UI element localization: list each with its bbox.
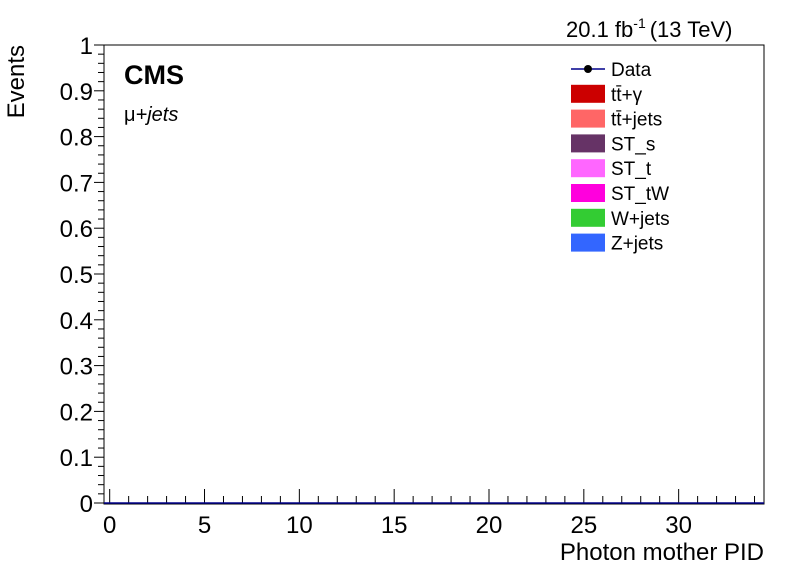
legend-label: ST_t	[611, 159, 652, 180]
y-tick-label: 0.3	[60, 354, 93, 381]
x-tick-label: 25	[570, 512, 597, 539]
x-axis: 0 5 10 15 20 25 30	[103, 489, 756, 539]
y-tick-label: 0.5	[60, 262, 93, 289]
legend-swatch	[571, 134, 605, 153]
legend-label: W+jets	[611, 209, 670, 230]
channel-label: μ+jets	[124, 104, 178, 126]
legend-swatch	[571, 159, 605, 178]
legend-swatch	[571, 208, 605, 227]
y-tick-label: 0.9	[60, 79, 93, 106]
luminosity-label: 20.1 fb-1 (13 TeV)	[566, 15, 732, 42]
legend-swatch	[571, 184, 605, 202]
legend-data-marker	[584, 65, 592, 73]
y-tick-label: 0.1	[60, 445, 93, 472]
luminosity-value: 20.1 fb	[566, 17, 633, 42]
luminosity-exponent: -1	[633, 15, 646, 31]
x-tick-label: 5	[198, 512, 211, 539]
y-tick-label: 1	[80, 33, 93, 60]
x-axis-label: Photon mother PID	[560, 539, 764, 566]
energy-label: (13 TeV)	[650, 17, 733, 42]
legend-label: tt̄+jets	[611, 110, 662, 131]
plot-frame	[103, 44, 765, 505]
y-tick-label: 0.4	[60, 308, 93, 335]
legend-label: tt̄+γ	[611, 85, 643, 106]
channel-symbol: μ	[124, 104, 136, 126]
legend-swatch	[571, 84, 605, 103]
y-tick-label: 0	[80, 491, 93, 518]
legend-label: Data	[611, 60, 652, 81]
y-tick-label: 0.8	[60, 125, 93, 152]
legend-label: ST_s	[611, 134, 655, 155]
legend-swatch	[571, 233, 605, 252]
x-tick-label: 20	[476, 512, 503, 539]
y-tick-label: 0.2	[60, 399, 93, 426]
x-tick-label: 0	[103, 512, 116, 539]
y-axis-label: Events	[3, 45, 30, 118]
channel-text: +jets	[136, 104, 179, 126]
y-tick-label: 0.7	[60, 170, 93, 197]
x-tick-label: 30	[665, 512, 692, 539]
y-tick-label: 0.6	[60, 216, 93, 243]
x-tick-label: 10	[286, 512, 313, 539]
legend: Data tt̄+γ tt̄+jets ST_s ST_t ST_tW W+jets Z+je…	[571, 60, 670, 255]
y-axis: 0 0.1 0.2 0.3 0.4 0.5 0.6 0.7 0.8 0.9 1	[60, 33, 104, 518]
legend-label: ST_tW	[611, 184, 669, 205]
x-tick-label: 15	[381, 512, 408, 539]
legend-swatch	[571, 109, 605, 128]
experiment-label: CMS	[124, 60, 184, 90]
legend-label: Z+jets	[611, 234, 663, 255]
